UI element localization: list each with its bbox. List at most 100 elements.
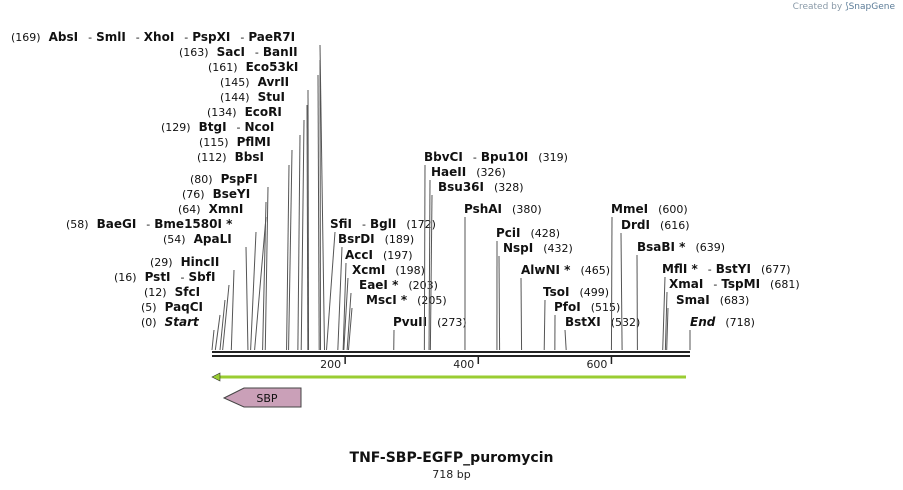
name-separator: - (240, 31, 244, 44)
restriction-site-name: AvrII (258, 75, 290, 89)
site-position: (328) (494, 181, 524, 194)
site-position: (639) (695, 241, 725, 254)
site-position: (12) (144, 286, 167, 299)
site-position: (54) (163, 233, 186, 246)
restriction-site-name: TspMI (721, 277, 760, 291)
restriction-site-name: PspXI (192, 30, 230, 44)
restriction-site-name: End (690, 315, 716, 329)
site-position: (600) (658, 203, 688, 216)
scale-tick-label: 600 (586, 358, 607, 371)
restriction-site-name: BaeGI (97, 217, 137, 231)
site-position: (29) (150, 256, 173, 269)
name-separator: - (146, 218, 150, 231)
restriction-site-name: BstYI (716, 262, 751, 276)
restriction-site-name: HincII (181, 255, 220, 269)
site-position: (134) (207, 106, 237, 119)
site-leader-line (342, 262, 347, 351)
restriction-site-name: SfcI (175, 285, 200, 299)
site-position: (205) (417, 294, 447, 307)
site-leader-line (428, 179, 431, 351)
restriction-site-name: BseYI (213, 187, 251, 201)
restriction-site-name: PaeR7I (248, 30, 295, 44)
restriction-site-name: PspFI (221, 172, 258, 186)
site-position: (169) (11, 31, 41, 44)
restriction-site-name: XhoI (144, 30, 175, 44)
feature-sbp-arrow[interactable] (222, 387, 302, 408)
credit-prefix: Created by (792, 2, 843, 12)
site-leader-line (662, 276, 666, 351)
restriction-site-name: SacI (217, 45, 245, 59)
site-leader-line (347, 307, 353, 351)
site-leader-line (254, 216, 267, 351)
restriction-site-name: AccI (345, 248, 373, 262)
name-separator: - (713, 278, 717, 291)
site-leader-line (343, 277, 349, 351)
site-leader-line (245, 246, 249, 351)
site-position: (319) (538, 151, 568, 164)
site-leader-line (288, 149, 293, 351)
restriction-site-name: BglI (370, 217, 396, 231)
snapgene-logo-icon: ⟆ (845, 2, 849, 12)
restriction-site-name: XmaI (669, 277, 703, 291)
site-leader-line (286, 164, 290, 351)
site-leader-line (610, 216, 613, 351)
site-leader-line (429, 194, 433, 351)
site-leader-line (346, 292, 352, 351)
restriction-site-name: XcmI (352, 263, 385, 277)
name-separator: - (362, 218, 366, 231)
restriction-site-name: Start (165, 315, 200, 329)
site-position: (432) (543, 242, 573, 255)
restriction-site-name: SfiI (330, 217, 352, 231)
map-length: 718 bp (432, 468, 471, 481)
site-leader-line (211, 329, 215, 351)
site-leader-line (222, 284, 230, 351)
restriction-site-name: PfoI (554, 300, 581, 314)
site-leader-line (230, 269, 235, 351)
restriction-site-name: PshAI (464, 202, 502, 216)
restriction-site-name: BsrDI (338, 232, 375, 246)
site-position: (145) (220, 76, 250, 89)
restriction-site-name: EcoRI (245, 105, 282, 119)
site-position: (273) (437, 316, 467, 329)
restriction-site-name: Bme1580I * (154, 217, 233, 231)
site-leader-line (307, 89, 310, 351)
restriction-site-name: PaqCI (165, 300, 203, 314)
site-position: (428) (531, 227, 561, 240)
site-position: (683) (720, 294, 750, 307)
restriction-site-name: MscI * (366, 293, 408, 307)
site-leader-line (520, 277, 523, 351)
site-leader-line (337, 246, 343, 351)
site-position: (515) (591, 301, 621, 314)
site-position: (189) (385, 233, 415, 246)
restriction-site-name: SmaI (676, 293, 710, 307)
restriction-site-name: BtgI (199, 120, 227, 134)
restriction-site-name: Eco53kI (246, 60, 299, 74)
name-separator: - (255, 46, 259, 59)
site-position: (681) (770, 278, 800, 291)
site-leader-line (543, 299, 546, 351)
restriction-site-name: ApaLI (194, 232, 232, 246)
restriction-site-name: BstXI (565, 315, 601, 329)
restriction-site-name: NcoI (245, 120, 275, 134)
map-title: TNF-SBP-EGFP_puromycin (349, 450, 554, 466)
name-separator: - (473, 151, 477, 164)
site-position: (76) (182, 188, 205, 201)
site-leader-line (317, 74, 320, 351)
site-leader-line (262, 201, 267, 351)
site-position: (112) (197, 151, 227, 164)
site-leader-line (300, 119, 305, 351)
restriction-site-name: BanII (263, 45, 298, 59)
site-position: (129) (161, 121, 191, 134)
site-position: (203) (408, 279, 438, 292)
restriction-site-name: MmeI (611, 202, 648, 216)
name-separator: - (708, 263, 712, 276)
restriction-site-name: BbsI (235, 150, 264, 164)
restriction-site-name: SbfI (189, 270, 216, 284)
name-separator: - (184, 31, 188, 44)
site-position: (532) (611, 316, 641, 329)
site-leader-line (664, 291, 668, 351)
restriction-site-name: PstI (145, 270, 171, 284)
site-leader-line (564, 329, 567, 351)
site-position: (16) (114, 271, 137, 284)
